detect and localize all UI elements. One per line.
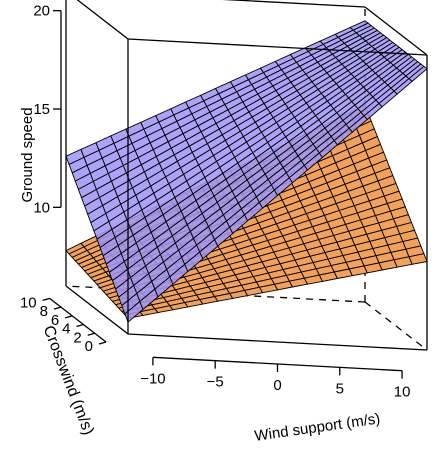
- y-tick-label: 8: [40, 303, 48, 320]
- box-front-edges: [65, 0, 428, 351]
- z-tick-label: 10: [33, 199, 50, 216]
- z-axis-label: Ground speed: [19, 107, 36, 202]
- x-tick-label: 0: [273, 377, 281, 394]
- x-tick-label: 5: [336, 380, 344, 397]
- surface-2: [65, 20, 428, 323]
- box-edge-hidden: [364, 301, 428, 351]
- y-tick-label: 0: [85, 338, 93, 355]
- z-tick-label: 20: [33, 3, 50, 20]
- x-axis-label: Wind support (m/s): [253, 410, 381, 444]
- z-tick-label: 15: [33, 101, 50, 118]
- box-edge: [65, 285, 129, 335]
- box-edge: [76, 0, 129, 40]
- box-edge: [222, 0, 366, 8]
- surface-cell: [124, 300, 144, 323]
- y-tick: [87, 332, 95, 336]
- x-tick-label: −10: [140, 370, 165, 387]
- box-edge: [127, 38, 428, 56]
- box-edge: [127, 333, 428, 351]
- y-tick: [76, 323, 84, 328]
- box-edge: [364, 6, 428, 56]
- x-tick-label: 10: [394, 384, 411, 401]
- y-tick-label: 6: [51, 312, 59, 329]
- y-tick-label: 4: [62, 321, 70, 338]
- y-tick: [65, 315, 73, 319]
- x-tick-label: −5: [207, 374, 224, 391]
- y-tick: [42, 297, 50, 301]
- y-tick: [98, 341, 107, 345]
- y-axis-line: [49, 297, 107, 343]
- y-tick-label: 2: [73, 329, 81, 346]
- y-tick: [53, 306, 62, 310]
- surfaces: [65, 20, 428, 323]
- y-tick-label: 10: [20, 294, 37, 311]
